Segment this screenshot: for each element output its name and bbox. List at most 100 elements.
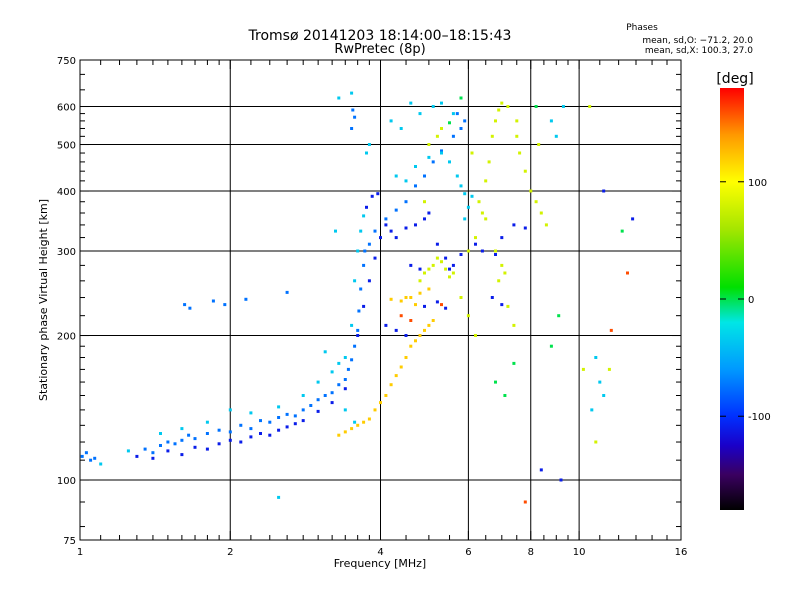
data-point [427,267,431,271]
data-point [277,416,281,419]
data-point [534,105,538,108]
data-point [414,303,417,307]
data-point [316,409,320,413]
data-point [323,394,327,397]
data-point [180,453,184,457]
data-point [285,412,289,416]
data-point [581,367,585,371]
data-point [444,306,448,310]
data-point [427,287,431,291]
data-point [143,447,147,451]
y-tick-label: 200 [57,332,76,343]
data-point [350,91,354,95]
data-point [529,189,533,193]
data-point [503,394,507,397]
data-point [193,437,197,441]
y-tick-label: 600 [57,103,76,114]
data-point [414,339,417,343]
data-point [474,242,477,246]
data-point [316,398,320,402]
data-point [480,211,484,215]
data-point [427,323,431,327]
data-point [399,314,403,318]
data-point [367,242,371,246]
data-point [537,143,541,146]
data-point [159,444,162,447]
data-point [444,256,448,260]
stats-o-mode: mean, sd,O: −71.2, 20.0 [642,36,753,46]
data-point [500,303,504,307]
data-point [474,334,477,337]
data-point [423,328,426,332]
data-point [249,427,253,431]
data-point [544,223,548,227]
data-point [594,440,598,444]
data-points [80,91,635,504]
data-point [259,432,262,435]
data-point [602,189,606,193]
data-point [389,383,393,387]
gridlines [80,60,681,540]
data-point [239,423,243,427]
chart-title: Tromsø 20141203 18:14:00–18:15:43 [248,28,512,44]
data-point [334,229,337,233]
data-point [239,440,243,444]
data-point [399,127,403,130]
data-point [418,279,422,283]
data-point [409,319,413,322]
data-point [205,447,209,451]
data-point [337,96,341,100]
data-point [539,211,543,215]
data-point [549,119,553,123]
data-point [590,408,594,412]
data-point [404,334,408,337]
data-point [523,169,527,173]
data-point [166,449,170,453]
data-point [497,108,501,112]
data-point [404,296,408,299]
data-point [293,414,297,418]
data-point [353,420,357,424]
data-point [609,328,613,332]
data-point [277,428,281,432]
data-point [350,127,354,130]
data-point [470,194,474,198]
data-point [494,249,497,253]
data-point [343,408,347,412]
data-point [515,119,519,123]
data-point [435,256,439,260]
data-point [435,300,439,304]
data-point [343,430,347,434]
data-point [423,271,426,275]
data-point [444,267,448,271]
data-point [480,249,484,253]
data-point [84,451,88,455]
data-point [376,192,380,196]
data-point [353,115,357,119]
data-point [399,365,403,369]
data-point [356,423,360,427]
data-point [490,296,494,299]
colorbar-label: [deg] [716,71,753,87]
data-point [343,378,347,381]
data-point [277,405,281,409]
data-point [330,391,334,395]
data-point [350,358,354,362]
data-point [370,194,374,198]
data-point [301,419,305,423]
data-point [466,205,470,209]
colorbar-tick-label: 0 [748,295,754,306]
data-point [367,417,371,421]
data-point [463,217,467,221]
data-point [515,134,519,138]
data-point [459,96,463,100]
data-point [268,433,272,437]
data-point [427,155,431,159]
data-point [193,445,197,449]
data-point [477,200,481,204]
data-point [379,236,382,240]
data-point [620,229,624,233]
data-point [500,263,504,267]
data-point [188,306,192,310]
data-point [343,387,347,391]
